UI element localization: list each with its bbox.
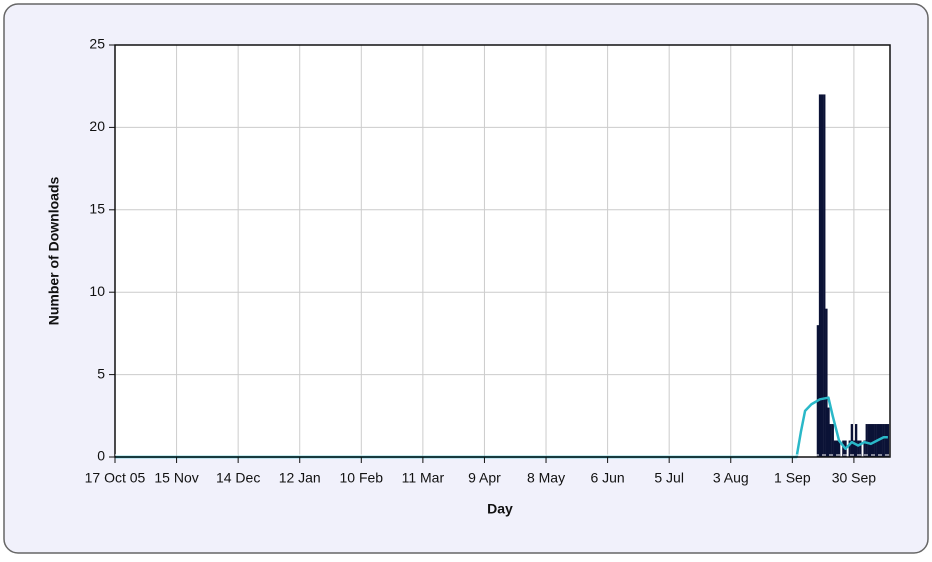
bar: [871, 424, 875, 457]
bar: [827, 407, 830, 457]
bar: [854, 424, 858, 457]
bar: [816, 325, 820, 457]
bar: [833, 440, 837, 457]
bar: [842, 440, 845, 457]
bar: [818, 94, 822, 457]
bar: [835, 440, 839, 457]
y-tick-label: 20: [89, 118, 105, 134]
x-tick-label: 3 Aug: [713, 470, 749, 486]
x-tick-label: 14 Dec: [216, 470, 260, 486]
bar: [848, 440, 851, 457]
line: [115, 396, 888, 459]
x-tick-label: 17 Oct 05: [85, 470, 146, 486]
bar: [850, 424, 854, 457]
x-tick-label: 12 Jan: [279, 470, 321, 486]
x-tick-label: 10 Feb: [340, 470, 384, 486]
bar: [886, 424, 890, 457]
y-tick-label: 15: [89, 201, 105, 217]
x-tick-label: 6 Jun: [590, 470, 624, 486]
bar: [859, 440, 862, 457]
y-axis-title: Number of Downloads: [46, 177, 62, 326]
bar: [869, 424, 873, 457]
bar: [823, 94, 826, 457]
bar: [852, 440, 856, 457]
bar: [880, 424, 883, 457]
bar: [825, 308, 828, 457]
y-tick-label: 10: [89, 283, 105, 299]
x-tick-label: 30 Sep: [832, 470, 877, 486]
labels: 0 5 10 15 20 25 17 Oct 05 15 Nov 14 Dec 12 Jan 10 …: [85, 36, 877, 486]
plot-frame: [114, 44, 891, 458]
bar: [831, 424, 834, 457]
x-tick-label: 9 Apr: [468, 470, 501, 486]
bar: [837, 440, 841, 457]
x-tick-label: 8 May: [527, 470, 565, 486]
y-tick-label: 25: [89, 36, 105, 52]
x-tick-label: 11 Mar: [402, 470, 445, 486]
x-axis-title: Day: [487, 501, 513, 517]
bar: [857, 440, 860, 457]
x-tick-label: 5 Jul: [654, 470, 684, 486]
bar: [867, 424, 871, 457]
bar: [865, 424, 868, 457]
x-tick-label: 1 Sep: [774, 470, 811, 486]
bar: [829, 424, 832, 457]
bar: [863, 440, 866, 457]
plot-area: [115, 45, 890, 457]
x-tick-label: 15 Nov: [154, 470, 198, 486]
grid: [114, 44, 890, 458]
bar: [820, 94, 824, 457]
y-tick-label: 0: [97, 448, 105, 464]
y-tick-label: 5: [97, 365, 105, 381]
marks: [115, 94, 890, 459]
bar: [884, 424, 888, 457]
bar: [882, 424, 885, 457]
